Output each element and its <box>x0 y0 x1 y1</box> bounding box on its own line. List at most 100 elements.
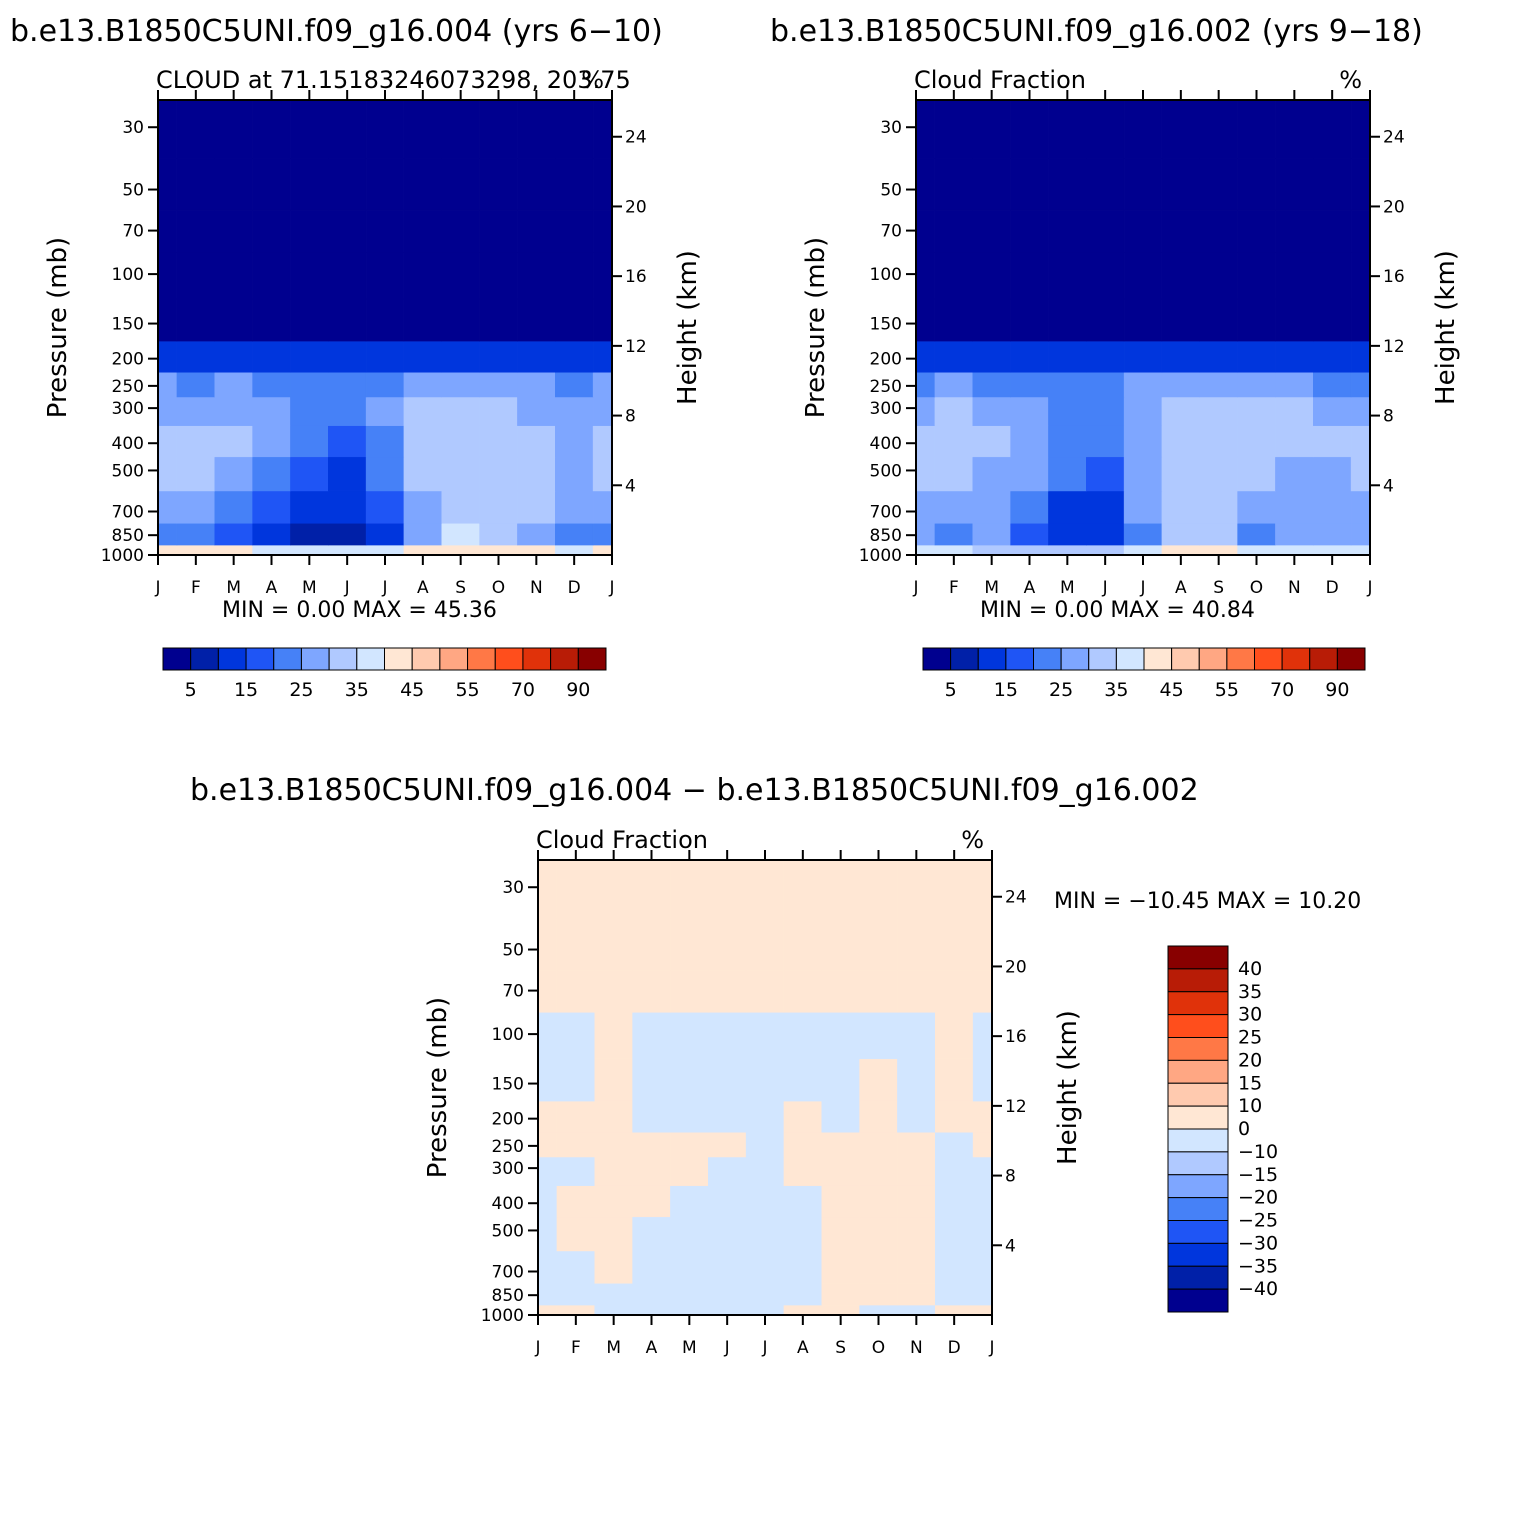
colorbar-label: 35 <box>345 679 369 701</box>
data-cell <box>972 490 1011 524</box>
colorbar-label: −15 <box>1238 1164 1278 1186</box>
y-tick-label: 850 <box>492 1286 524 1306</box>
x-tick-label: A <box>797 1338 809 1358</box>
data-cell <box>1123 372 1163 398</box>
data-cell <box>441 372 480 398</box>
x-tick-label: D <box>568 578 581 598</box>
data-cell <box>859 1216 898 1252</box>
data-cell <box>1086 523 1125 546</box>
data-cell <box>214 340 253 373</box>
data-cell <box>290 372 329 398</box>
data-cell <box>403 158 442 211</box>
x-tick-label: M <box>226 578 241 598</box>
colorbar-box <box>439 647 469 671</box>
data-cell <box>594 1283 633 1306</box>
data-cell <box>1086 456 1125 492</box>
data-cell <box>403 252 442 300</box>
data-cell <box>1123 158 1163 211</box>
data-cell <box>441 490 480 524</box>
y-tick-label: 250 <box>870 377 902 397</box>
data-cell <box>1086 396 1125 426</box>
data-cell <box>783 1132 823 1158</box>
data-cell <box>479 99 518 159</box>
data-cell <box>555 490 594 524</box>
data-cell <box>632 969 671 1013</box>
data-cell <box>328 396 367 426</box>
data-cell <box>783 1250 823 1284</box>
data-cell <box>935 918 974 971</box>
data-cell <box>708 918 747 971</box>
data-cell <box>897 1012 936 1060</box>
data-cell <box>1350 209 1371 253</box>
colorbar-box <box>411 647 441 671</box>
data-cell <box>252 544 291 556</box>
data-cell <box>479 252 518 300</box>
x-tick-label: J <box>988 1338 994 1358</box>
data-cell <box>1086 340 1125 373</box>
data-cell <box>328 340 367 373</box>
data-cell <box>934 456 974 492</box>
data-cell <box>670 1132 709 1158</box>
colorbar-box <box>977 647 1007 671</box>
data-cell <box>441 99 480 159</box>
x-tick-label: A <box>646 1338 658 1358</box>
data-cell <box>972 859 993 919</box>
data-cell <box>972 1058 993 1102</box>
data-cell <box>214 523 253 546</box>
data-cell <box>783 969 823 1013</box>
x-tick-label: M <box>984 578 999 598</box>
data-cell <box>479 523 518 546</box>
data-cell <box>745 1058 785 1102</box>
data-cell <box>214 158 253 211</box>
data-cell <box>1161 396 1200 426</box>
data-cell <box>934 209 974 253</box>
data-cell <box>632 1250 671 1284</box>
x-tick-label: M <box>682 1338 697 1358</box>
y-tick-label: 100 <box>870 265 902 285</box>
data-cell <box>537 1012 558 1060</box>
data-cell <box>594 1058 633 1102</box>
data-cell <box>972 1100 993 1133</box>
data-cell <box>632 1012 671 1060</box>
data-cell <box>1161 340 1200 373</box>
data-cell <box>1199 252 1238 300</box>
data-cell <box>176 490 216 524</box>
data-cell <box>479 340 518 373</box>
data-cell <box>1123 252 1163 300</box>
data-cell <box>934 298 974 342</box>
data-cell <box>632 1283 671 1306</box>
data-cell <box>592 340 613 373</box>
y-tick-label: 850 <box>112 526 144 546</box>
x-tick-label: O <box>872 1338 885 1358</box>
data-cell <box>592 425 613 458</box>
data-cell <box>403 340 442 373</box>
data-cell <box>745 1100 785 1133</box>
data-cell <box>556 1216 596 1252</box>
colorbar-label: 70 <box>511 679 535 701</box>
data-cell <box>555 298 594 342</box>
data-cell <box>479 372 518 398</box>
data-cell <box>441 298 480 342</box>
data-cell <box>365 425 405 458</box>
data-cell <box>708 1058 747 1102</box>
y-tick-label: 30 <box>880 118 902 138</box>
data-cell <box>517 298 556 342</box>
colorbar-box <box>1167 1128 1229 1153</box>
data-cell <box>1048 396 1087 426</box>
data-cell <box>556 1156 596 1186</box>
data-cell <box>972 209 1011 253</box>
data-cell <box>632 918 671 971</box>
y-right-tick-label: 16 <box>1005 1027 1027 1047</box>
y-right-tick-label: 4 <box>1005 1236 1016 1256</box>
data-cell <box>935 1100 974 1133</box>
data-cell <box>915 209 936 253</box>
data-cell <box>1275 252 1314 300</box>
data-cell <box>1350 372 1371 398</box>
colorbar-label: 5 <box>185 679 197 701</box>
x-tick-label: S <box>1213 578 1224 598</box>
colorbar-label: 20 <box>1238 1049 1262 1071</box>
data-cell <box>157 158 178 211</box>
data-cell <box>592 456 613 492</box>
colorbar-box <box>273 647 302 671</box>
data-cell <box>821 1250 860 1284</box>
